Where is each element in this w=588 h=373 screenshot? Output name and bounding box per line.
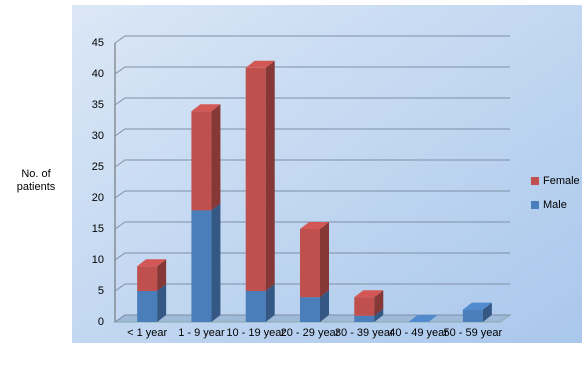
grid-line (114, 66, 510, 75)
x-tick-label: 30 - 39 year (334, 327, 394, 339)
bar-side (157, 259, 167, 291)
bar-side (211, 203, 221, 322)
grid-line (114, 252, 510, 261)
bar-top (191, 104, 221, 112)
x-tick-label: 40 - 49 year (389, 327, 448, 339)
y-tick-label: 40 (92, 68, 104, 80)
bar-top (462, 302, 492, 310)
bar-top (300, 222, 329, 229)
legend-swatch (531, 177, 539, 185)
y-tick-label: 5 (98, 285, 104, 297)
bar-segment (300, 229, 320, 298)
grid-line (114, 97, 510, 106)
bar-top (245, 60, 275, 68)
x-tick-label: < 1 year (127, 327, 168, 339)
bar-side (157, 284, 167, 322)
y-tick-label: 25 (92, 161, 104, 173)
bar-side (320, 290, 329, 322)
bar-segment (245, 67, 266, 291)
legend-label: Female (543, 175, 580, 187)
bar-segment (191, 111, 212, 211)
bar-side (482, 302, 492, 322)
grid-line (114, 159, 510, 168)
grid-line (114, 128, 510, 137)
grid-line (114, 190, 510, 199)
y-tick-label: 30 (92, 130, 104, 142)
grid-line (114, 283, 510, 292)
grid-line (114, 221, 510, 230)
legend-swatch (531, 201, 539, 209)
bar-segment (191, 210, 212, 322)
bar-side (374, 290, 384, 316)
bar-segment (300, 297, 320, 322)
x-tick-label: 10 - 19 year (226, 327, 286, 339)
y-tick-label: 45 (92, 37, 104, 49)
y-tick-label: 0 (98, 316, 104, 328)
legend-label: Male (543, 199, 567, 211)
x-tick-label: 1 - 9 year (178, 327, 225, 339)
bar-segment (354, 315, 375, 322)
bar-top (354, 290, 384, 298)
bar-side (211, 104, 221, 211)
bar-segment (354, 297, 375, 316)
bar-segment (245, 291, 266, 322)
grid-line (114, 35, 510, 44)
bar-side (265, 284, 275, 322)
bar-top (137, 259, 167, 267)
bar-top (408, 315, 438, 322)
x-tick-label: 20 - 29 year (280, 327, 340, 339)
bar-segment (137, 266, 158, 291)
bar-side (374, 308, 384, 322)
y-axis-label: No. of patients (16, 168, 56, 193)
x-tick-label: 50 - 59 year (443, 327, 503, 339)
bar-side (320, 222, 329, 298)
bar-segment (137, 291, 158, 322)
y-tick-label: 10 (92, 254, 104, 266)
y-tick-label: 20 (92, 192, 104, 204)
bar-segment (462, 309, 483, 322)
y-tick-label: 35 (92, 99, 104, 111)
y-tick-label: 15 (92, 223, 104, 235)
bar-side (265, 60, 275, 291)
